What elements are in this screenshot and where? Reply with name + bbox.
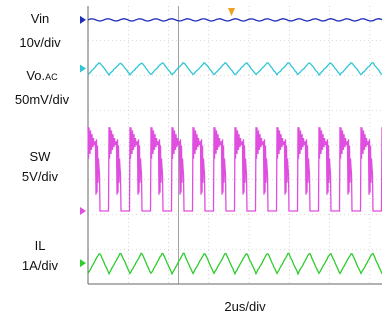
vo-trace	[88, 63, 382, 75]
channel-markers	[80, 8, 235, 267]
sw-scale-label: 5V/div	[6, 168, 74, 186]
trigger-position-marker	[228, 8, 235, 16]
sw-channel-label: SW	[10, 148, 70, 166]
il-channel-label: IL	[10, 237, 70, 255]
vo-scale-label: 50mV/div	[2, 91, 82, 109]
vin-channel-label: Vin	[10, 10, 70, 28]
vin-trace	[88, 19, 382, 21]
plot-traces	[88, 19, 382, 274]
vo-channel-label: Vo.AC	[12, 67, 72, 86]
vin-scale-label: 10v/div	[4, 34, 76, 52]
vin-ground-marker	[80, 16, 86, 24]
sw-ground-marker	[80, 207, 86, 215]
il-trace	[88, 253, 382, 274]
sw-trace	[88, 127, 382, 211]
il-scale-label: 1A/div	[6, 257, 74, 275]
il-ground-marker	[80, 259, 86, 267]
x-axis-label: 2us/div	[190, 298, 300, 316]
vo-ground-marker	[80, 65, 86, 73]
